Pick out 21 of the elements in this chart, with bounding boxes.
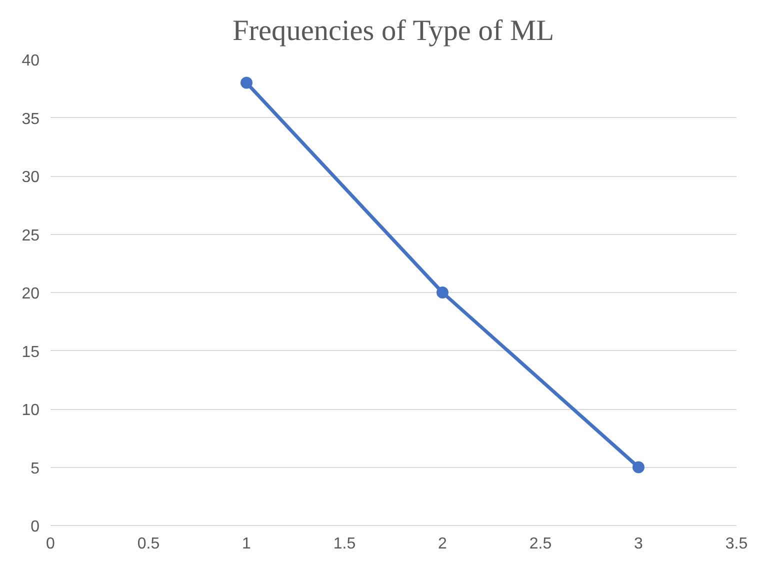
x-tick-label: 2: [438, 536, 448, 552]
y-tick-label: 25: [22, 227, 40, 244]
y-tick-label: 40: [22, 52, 40, 70]
x-tick-label: 1.5: [333, 536, 356, 552]
point: [240, 76, 252, 89]
y-tick-label: 5: [30, 460, 40, 478]
chart-title: Frequencies of Type of ML: [232, 15, 554, 47]
y-tick-label: 0: [30, 518, 40, 536]
x-tick-label: 0.5: [137, 536, 160, 552]
y-tick-label: 10: [22, 402, 40, 419]
x-tick-label: 0: [46, 536, 56, 552]
y-tick-label: 15: [22, 344, 40, 361]
x-tick-label: 1: [242, 536, 252, 552]
point: [632, 461, 644, 474]
y-tick-label: 20: [22, 286, 40, 302]
point: [436, 286, 448, 298]
x-tick-label: 2.5: [529, 536, 552, 552]
y-tick-label: 35: [22, 110, 40, 128]
x-tick-label: 3: [634, 536, 644, 552]
y-tick-label: 30: [22, 169, 40, 186]
x-tick-label: 3.5: [725, 536, 748, 552]
